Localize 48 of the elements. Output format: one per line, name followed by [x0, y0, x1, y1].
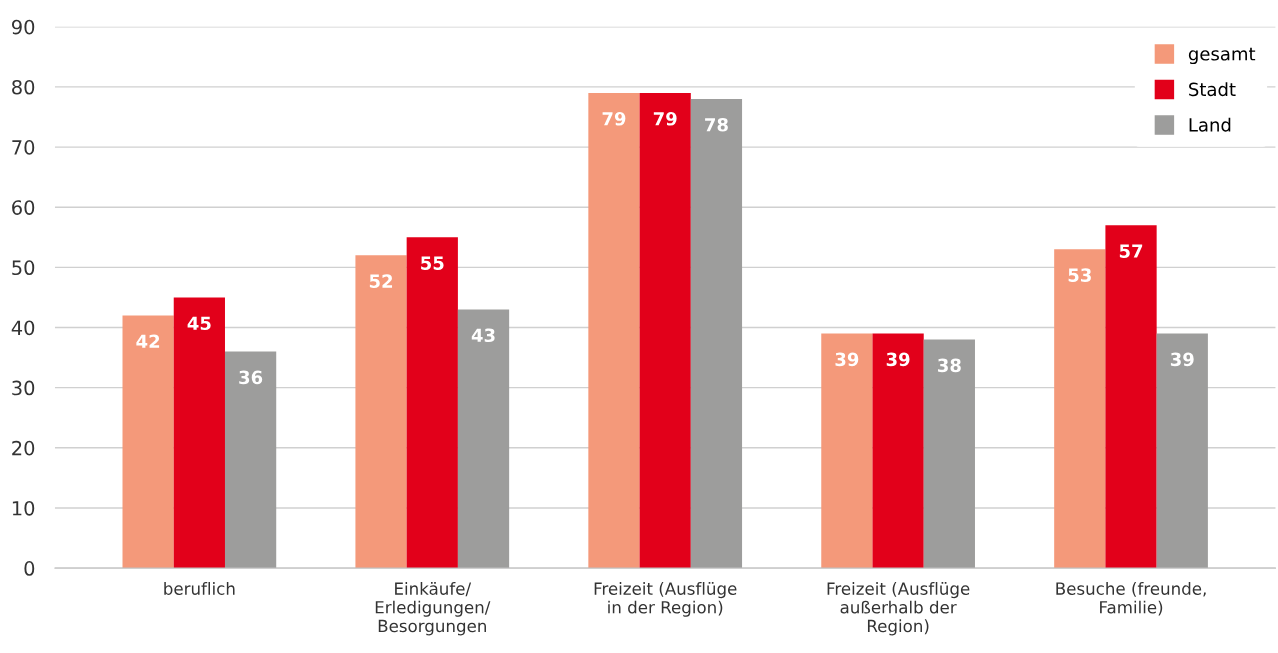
- data-label: 39: [835, 352, 859, 367]
- bar: [173, 297, 225, 569]
- y-tick-label: 20: [12, 440, 35, 456]
- y-tick-label: 80: [12, 79, 35, 95]
- bar: [457, 309, 510, 569]
- data-label: 52: [369, 274, 393, 288]
- bar: [588, 92, 640, 569]
- data-label: 55: [421, 256, 444, 270]
- bar: [690, 98, 743, 569]
- data-label: 45: [187, 316, 211, 331]
- bar: [639, 92, 691, 569]
- x-tick-label: Besuche (freunde, Familie): [1056, 582, 1206, 616]
- x-tick-label: Freizeit (Ausflüge in der Region): [594, 582, 737, 617]
- bar: [923, 339, 975, 569]
- data-label: 39: [1170, 352, 1194, 367]
- x-tick-label: Freizeit (Ausflüge außerhalb der Region): [827, 582, 970, 636]
- x-tick-label: Einkäufe/ Erledigungen/ Besorgungen: [375, 582, 491, 636]
- legend-label: Stadt: [1189, 82, 1236, 97]
- data-label: 78: [705, 117, 728, 132]
- data-label: 53: [1068, 268, 1091, 282]
- bar: [355, 255, 407, 569]
- data-label: 79: [602, 111, 626, 126]
- y-tick-label: 50: [12, 260, 35, 276]
- bar: [122, 315, 174, 569]
- y-tick-label: 90: [11, 19, 35, 35]
- data-label: 79: [653, 111, 677, 126]
- x-tick-label: beruflich: [164, 582, 235, 595]
- y-tick-label: 10: [12, 500, 35, 516]
- data-label: 57: [1119, 244, 1143, 258]
- data-label: 38: [938, 358, 961, 373]
- legend-label: Land: [1189, 117, 1231, 132]
- bar: [872, 333, 924, 569]
- y-tick-label: 70: [12, 140, 35, 155]
- bar: [1054, 249, 1106, 569]
- bar: [406, 237, 458, 569]
- y-tick-label: 30: [12, 380, 35, 396]
- data-label: 43: [471, 328, 495, 343]
- data-label: 36: [239, 370, 263, 385]
- y-tick-label: 60: [12, 200, 35, 215]
- y-tick-label: 40: [11, 320, 35, 336]
- bar: [1156, 333, 1208, 569]
- y-tick-label: 0: [24, 561, 35, 576]
- legend-label: gesamt: [1188, 47, 1256, 65]
- bar: [1105, 225, 1157, 569]
- bar: [224, 351, 277, 569]
- data-label: 39: [886, 352, 910, 367]
- data-label: 42: [136, 334, 160, 348]
- bar: [821, 333, 873, 569]
